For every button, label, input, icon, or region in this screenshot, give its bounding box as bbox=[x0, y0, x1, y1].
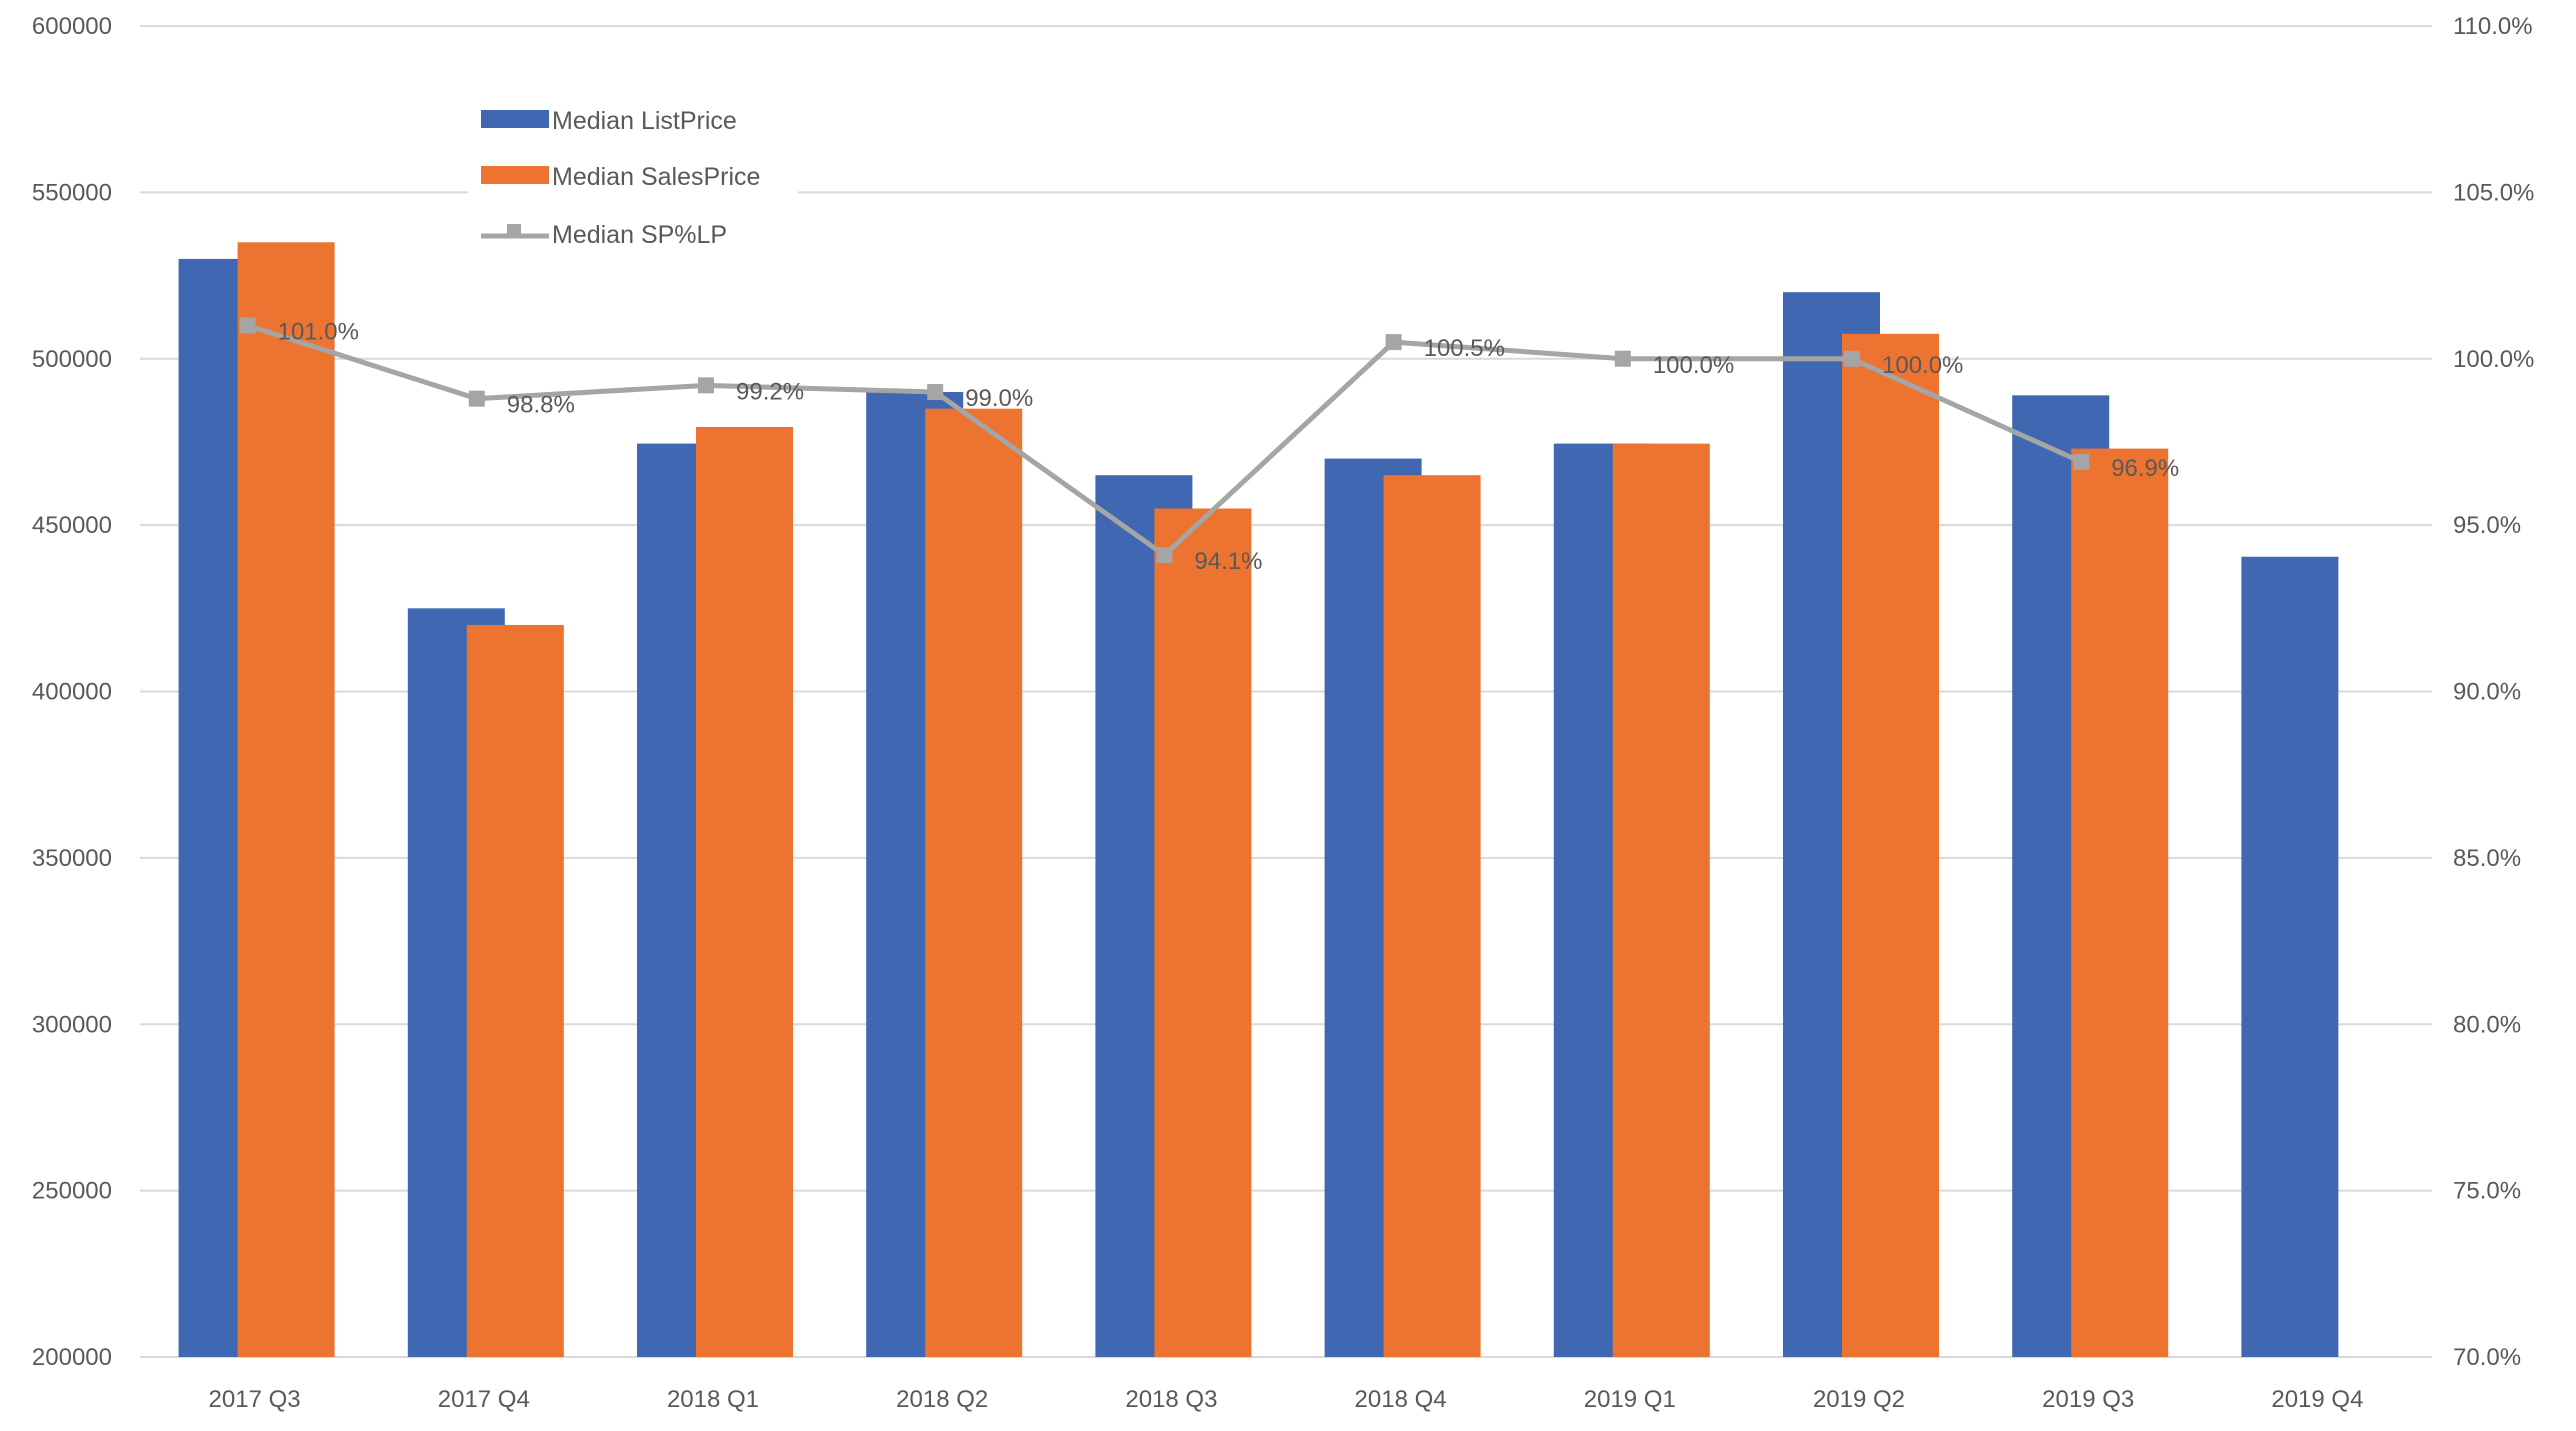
marker-sp-lp bbox=[1385, 334, 1402, 351]
bar-sales-price bbox=[696, 426, 793, 1357]
x-tick-label: 2017 Q4 bbox=[438, 1386, 530, 1413]
legend-label-list-price: Median ListPrice bbox=[552, 107, 737, 135]
legend-label-sp-lp: Median SP%LP bbox=[552, 221, 727, 249]
x-tick-label: 2019 Q4 bbox=[2271, 1386, 2363, 1413]
x-tick-label: 2017 Q3 bbox=[209, 1386, 301, 1413]
x-tick-label: 2018 Q3 bbox=[1125, 1386, 1217, 1413]
marker-sp-lp bbox=[2073, 453, 2090, 470]
bar-sales-price bbox=[2071, 448, 2169, 1357]
y-tick-label: 350000 bbox=[32, 845, 112, 872]
bar-sales-price bbox=[1612, 443, 1710, 1357]
y2-tick-label: 85.0% bbox=[2453, 845, 2521, 872]
line-series: 101.0% 98.8% 99.2% 99.0% 94.1% 100.5% 100.0% 10… bbox=[239, 317, 2179, 575]
bar-sales-price bbox=[1383, 475, 1481, 1357]
y-tick-label: 400000 bbox=[32, 679, 112, 706]
bars bbox=[178, 242, 2339, 1358]
y-tick-label: 600000 bbox=[32, 13, 112, 40]
bar-list-price bbox=[2241, 556, 2339, 1357]
data-label-sp-lp: 94.1% bbox=[1194, 548, 1262, 575]
y-tick-label: 450000 bbox=[32, 512, 112, 539]
right-axis-ticks: 70.0% 75.0% 80.0% 85.0% 90.0% 95.0% 100.0% 105.… bbox=[2453, 13, 2534, 1371]
data-label-sp-lp: 100.0% bbox=[1653, 352, 1734, 379]
legend-label-sales-price: Median SalesPrice bbox=[552, 163, 760, 191]
x-tick-label: 2018 Q2 bbox=[896, 1386, 988, 1413]
x-tick-label: 2019 Q3 bbox=[2042, 1386, 2134, 1413]
category-axis-ticks: 2017 Q3 2017 Q4 2018 Q1 2018 Q2 2018 Q3 2018 … bbox=[209, 1386, 2364, 1413]
marker-sp-lp bbox=[1614, 350, 1631, 367]
data-label-sp-lp: 100.0% bbox=[1882, 352, 1963, 379]
x-tick-label: 2018 Q1 bbox=[667, 1386, 759, 1413]
legend-marker-sp-lp bbox=[507, 224, 521, 238]
y-tick-label: 250000 bbox=[32, 1178, 112, 1205]
bar-sales-price bbox=[1842, 333, 1939, 1357]
data-label-sp-lp: 101.0% bbox=[278, 318, 359, 345]
legend-swatch-sales-price bbox=[481, 166, 549, 184]
data-label-sp-lp: 98.8% bbox=[507, 392, 575, 419]
data-label-sp-lp: 100.5% bbox=[1424, 335, 1505, 362]
y-tick-label: 200000 bbox=[32, 1344, 112, 1371]
data-label-sp-lp: 96.9% bbox=[2111, 455, 2179, 482]
y2-tick-label: 70.0% bbox=[2453, 1344, 2521, 1371]
marker-sp-lp bbox=[698, 377, 714, 394]
y2-tick-label: 75.0% bbox=[2453, 1178, 2521, 1205]
data-label-sp-lp: 99.2% bbox=[736, 378, 804, 405]
marker-sp-lp bbox=[468, 390, 485, 407]
y-tick-label: 550000 bbox=[32, 179, 112, 206]
marker-sp-lp bbox=[1156, 547, 1173, 564]
left-axis-ticks: 200000 250000 300000 350000 400000 450000 5000… bbox=[32, 13, 112, 1371]
y2-tick-label: 95.0% bbox=[2453, 512, 2521, 539]
bar-sales-price bbox=[237, 242, 335, 1358]
bar-sales-price bbox=[925, 408, 1023, 1358]
x-tick-label: 2018 Q4 bbox=[1355, 1386, 1447, 1413]
marker-sp-lp bbox=[927, 384, 944, 401]
marker-sp-lp bbox=[1844, 350, 1860, 367]
legend-swatch-list-price bbox=[481, 110, 549, 128]
y2-tick-label: 80.0% bbox=[2453, 1011, 2521, 1038]
y-tick-label: 500000 bbox=[32, 346, 112, 373]
bar-sales-price bbox=[1154, 508, 1252, 1357]
data-label-sp-lp: 99.0% bbox=[965, 385, 1033, 412]
x-tick-label: 2019 Q1 bbox=[1584, 1386, 1676, 1413]
y2-tick-label: 90.0% bbox=[2453, 679, 2521, 706]
y2-tick-label: 100.0% bbox=[2453, 346, 2534, 373]
y2-tick-label: 110.0% bbox=[2453, 13, 2533, 40]
y-tick-label: 300000 bbox=[32, 1011, 112, 1038]
y2-tick-label: 105.0% bbox=[2453, 179, 2534, 206]
x-tick-label: 2019 Q2 bbox=[1813, 1386, 1905, 1413]
bar-sales-price bbox=[466, 624, 564, 1357]
marker-sp-lp bbox=[239, 317, 256, 334]
legend: Median ListPrice Median SalesPrice Media… bbox=[468, 88, 798, 258]
